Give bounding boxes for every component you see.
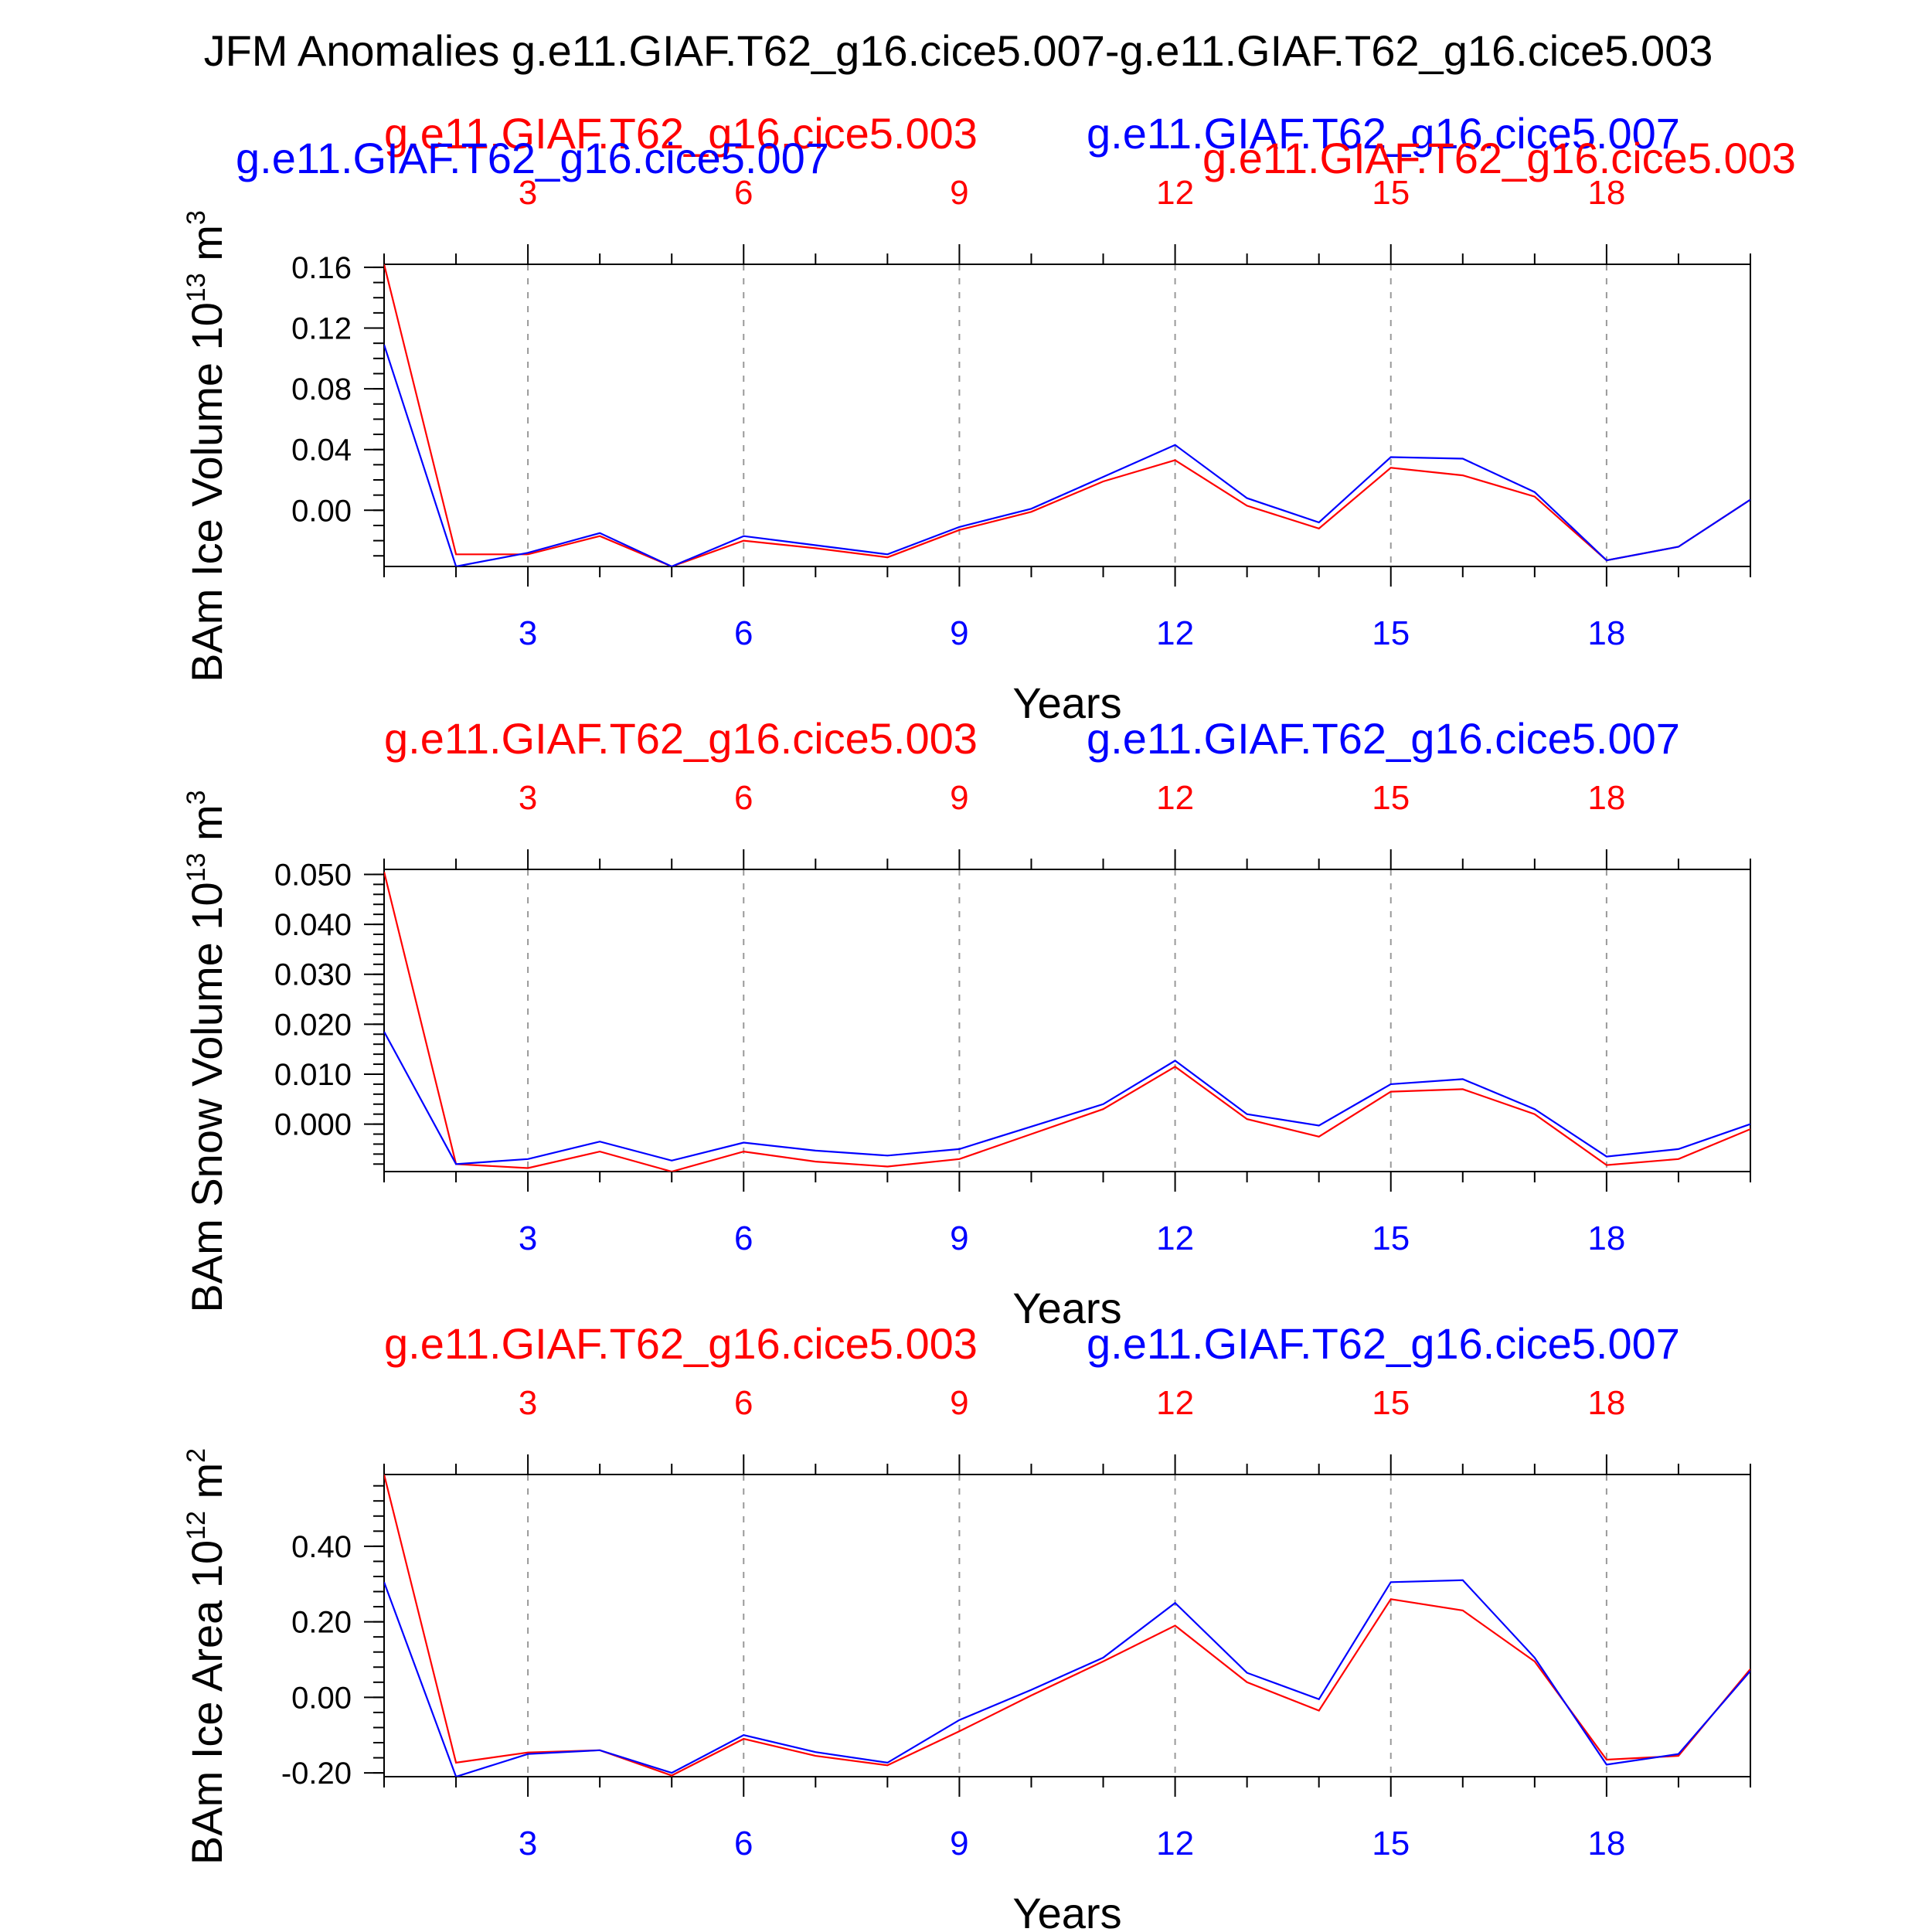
- x-axis-title: Years: [1012, 1889, 1121, 1932]
- x-tick-label-bottom: 15: [1372, 614, 1410, 652]
- x-tick-label-bottom: 3: [519, 1825, 537, 1862]
- y-axis-title-text: BAm Ice Area 10: [182, 1540, 231, 1865]
- x-tick-label-bottom: 3: [519, 1219, 537, 1257]
- y-tick-label: 0.000: [274, 1108, 352, 1142]
- x-tick-label-bottom: 9: [950, 1825, 968, 1862]
- chart-panel-2: 0.000 0.010 0.020 0.030 0.040 0.050 3 3 6 6 9 9 12 12…: [182, 714, 1751, 1332]
- x-tick-label-top: 15: [1372, 1384, 1410, 1422]
- x-tick-label-bottom: 12: [1156, 1825, 1194, 1862]
- x-tick-label-bottom: 6: [734, 1219, 753, 1257]
- case-label: g.e11.GIAF.T62_g16.cice5.003: [1202, 134, 1796, 182]
- y-tick-label: 0.16: [291, 251, 352, 285]
- series-line-g-e11-giaf-t62-g16-cice5-003: [384, 1475, 1750, 1777]
- x-tick-label-top: 3: [519, 174, 537, 212]
- y-axis-title-exp: 13: [182, 273, 211, 302]
- case-label: g.e11.GIAF.T62_g16.cice5.003: [384, 714, 978, 763]
- x-tick-label-top: 12: [1156, 779, 1194, 817]
- x-tick-label-bottom: 18: [1587, 1219, 1625, 1257]
- x-tick-label-bottom: 3: [519, 614, 537, 652]
- x-tick-label-top: 3: [519, 1384, 537, 1422]
- y-axis-title-unit: m: [182, 1463, 231, 1511]
- x-tick-label-bottom: 18: [1587, 1825, 1625, 1862]
- x-tick-label-bottom: 6: [734, 614, 753, 652]
- y-axis-title-text: BAm Snow Volume 10: [182, 882, 231, 1312]
- y-axis-title: BAm Ice Volume 1013 m3: [182, 210, 231, 682]
- y-tick-label: 0.020: [274, 1008, 352, 1042]
- y-tick-label: -0.20: [281, 1757, 352, 1791]
- x-tick-label-top: 18: [1587, 1384, 1625, 1422]
- y-tick-label: 0.030: [274, 958, 352, 992]
- x-tick-label-top: 18: [1587, 779, 1625, 817]
- y-axis-title-exp: 12: [182, 1511, 211, 1540]
- x-tick-label-bottom: 15: [1372, 1825, 1410, 1862]
- y-tick-label: 0.08: [291, 372, 352, 406]
- case-label: g.e11.GIAF.T62_g16.cice5.007: [1087, 1319, 1680, 1368]
- y-axis-title: BAm Snow Volume 1013 m3: [182, 790, 231, 1312]
- chart-panel-1: 0.00 0.04 0.08 0.12 0.16 3 3 6 6 9 9 12 12 15 15 18 18 Ye…: [182, 109, 1796, 727]
- x-tick-label-top: 9: [950, 1384, 968, 1422]
- x-tick-label-bottom: 9: [950, 614, 968, 652]
- case-label: g.e11.GIAF.T62_g16.cice5.003: [384, 109, 978, 158]
- x-tick-label-top: 6: [734, 174, 753, 212]
- series-line-g-e11-giaf-t62-g16-cice5-003: [384, 871, 1750, 1172]
- y-tick-label: 0.00: [291, 1681, 352, 1715]
- y-tick-label: 0.00: [291, 494, 352, 528]
- case-label: g.e11.GIAF.T62_g16.cice5.007: [236, 134, 829, 182]
- case-label: g.e11.GIAF.T62_g16.cice5.003: [384, 1319, 978, 1368]
- y-tick-label: 0.40: [291, 1530, 352, 1564]
- x-tick-label-bottom: 18: [1587, 614, 1625, 652]
- y-axis-title-unit-exp: 3: [182, 790, 211, 804]
- x-tick-label-top: 12: [1156, 174, 1194, 212]
- y-axis-title-unit: m: [182, 225, 231, 273]
- y-tick-label: 0.010: [274, 1058, 352, 1092]
- x-tick-label-top: 6: [734, 779, 753, 817]
- y-axis-title-unit: m: [182, 804, 231, 852]
- plot-frame: [383, 869, 1751, 1172]
- series-line-g-e11-giaf-t62-g16-cice5-003: [384, 264, 1750, 566]
- y-tick-label: 0.12: [291, 312, 352, 346]
- chart-panel-3: -0.20 0.00 0.20 0.40 3 3 6 6 9 9 12 12 15 15 18 18 Years…: [182, 1319, 1751, 1932]
- x-tick-label-top: 6: [734, 1384, 753, 1422]
- y-axis-title: BAm Ice Area 1012 m2: [182, 1448, 231, 1865]
- y-tick-label: 0.20: [291, 1606, 352, 1640]
- series-line-g-e11-giaf-t62-g16-cice5-007: [384, 1579, 1750, 1777]
- series-line-g-e11-giaf-t62-g16-cice5-007: [384, 344, 1750, 566]
- x-tick-label-bottom: 15: [1372, 1219, 1410, 1257]
- x-tick-label-bottom: 12: [1156, 1219, 1194, 1257]
- x-tick-label-top: 3: [519, 779, 537, 817]
- case-label: g.e11.GIAF.T62_g16.cice5.007: [1087, 714, 1680, 763]
- x-tick-label-bottom: 6: [734, 1825, 753, 1862]
- x-tick-label-bottom: 12: [1156, 614, 1194, 652]
- y-axis-title-unit-exp: 3: [182, 210, 211, 225]
- case-label: g.e11.GIAF.T62_g16.cice5.007: [1087, 109, 1680, 158]
- plot-frame: [383, 264, 1751, 567]
- x-axis-title: Years: [1012, 1284, 1121, 1332]
- y-tick-label: 0.04: [291, 434, 352, 468]
- y-axis-title-text: BAm Ice Volume 10: [182, 302, 231, 682]
- x-tick-label-top: 9: [950, 174, 968, 212]
- x-tick-label-bottom: 9: [950, 1219, 968, 1257]
- y-axis-title-exp: 13: [182, 853, 211, 883]
- figure-title: JFM Anomalies g.e11.GIAF.T62_g16.cice5.0…: [204, 26, 1713, 75]
- x-tick-label-top: 15: [1372, 174, 1410, 212]
- x-tick-label-top: 18: [1587, 174, 1625, 212]
- x-tick-label-top: 15: [1372, 779, 1410, 817]
- y-axis-title-unit-exp: 2: [182, 1448, 211, 1463]
- x-axis-title: Years: [1012, 679, 1121, 727]
- x-tick-label-top: 9: [950, 779, 968, 817]
- x-tick-label-top: 12: [1156, 1384, 1194, 1422]
- plot-frame: [383, 1474, 1751, 1777]
- series-line-g-e11-giaf-t62-g16-cice5-007: [384, 1031, 1750, 1165]
- y-tick-label: 0.050: [274, 858, 352, 892]
- y-tick-label: 0.040: [274, 908, 352, 942]
